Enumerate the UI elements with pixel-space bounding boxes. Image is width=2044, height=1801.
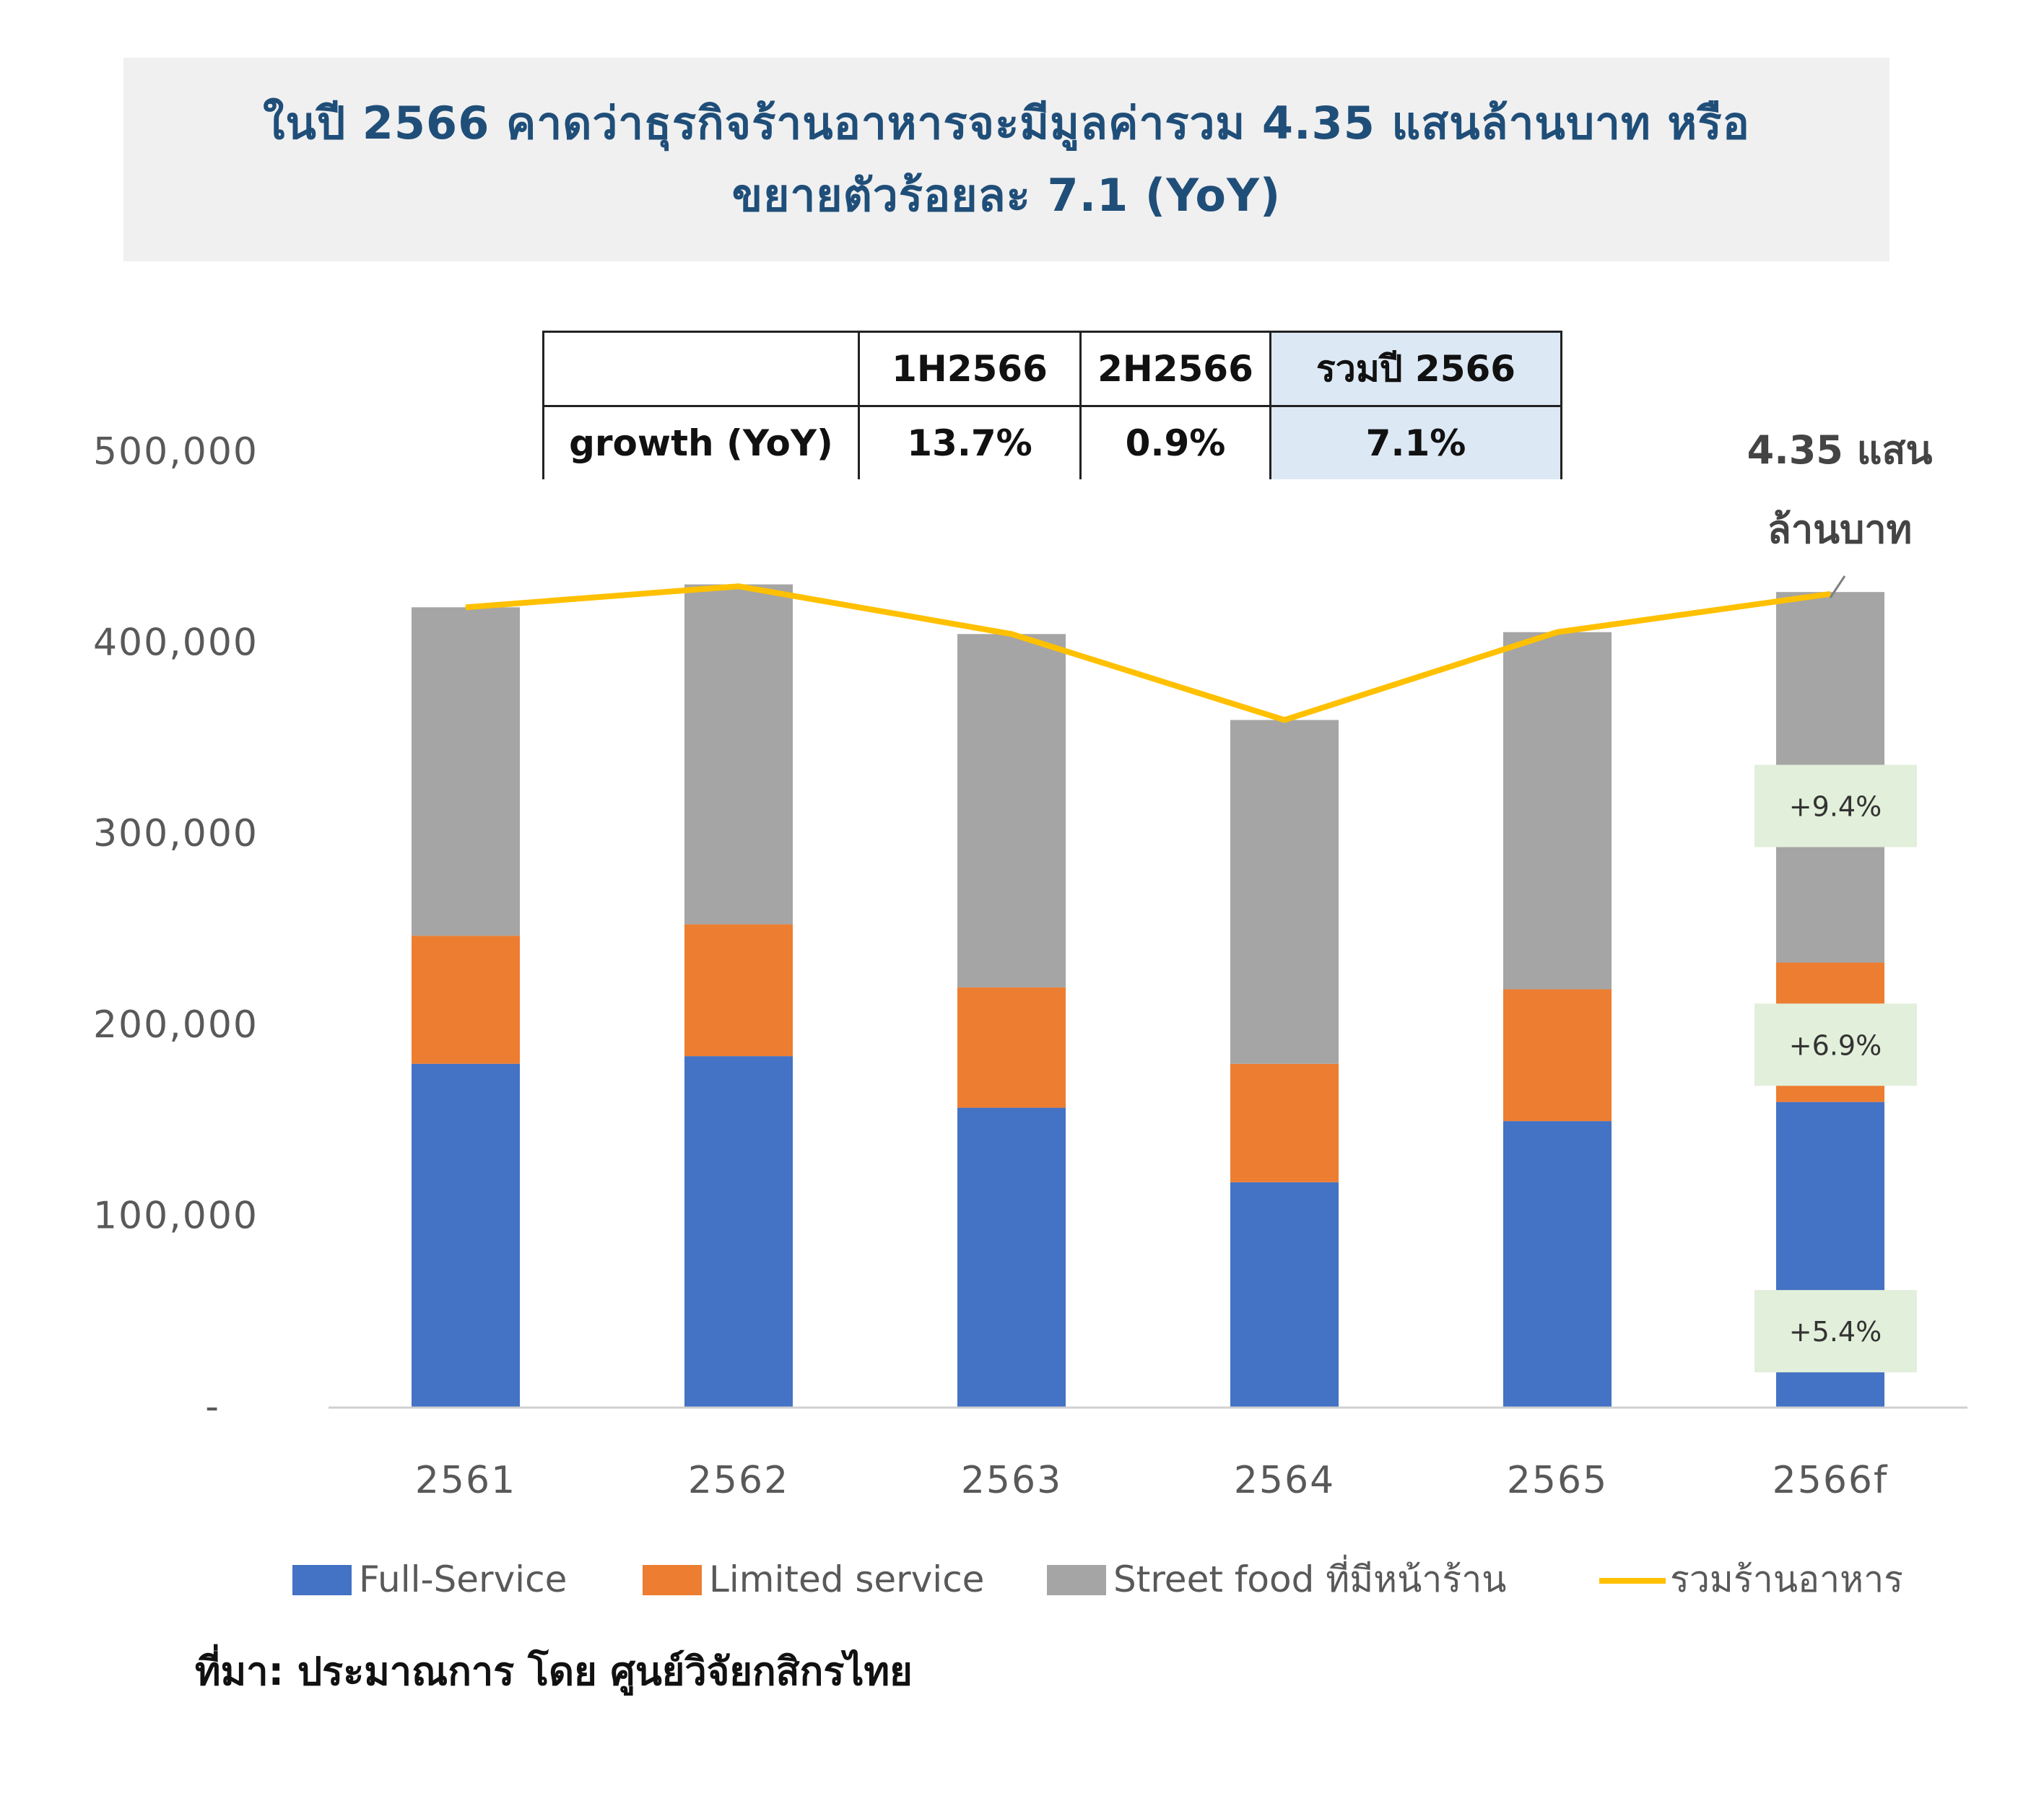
y-tick-label: 100,000 (93, 1194, 258, 1237)
table-header-cell: รวมปี 2566 (1269, 331, 1562, 407)
chart-title-box: ในปี 2566 คาดว่าธุรกิจร้านอาหารจะมีมูลค่… (123, 58, 1889, 261)
growth-label-bg (1754, 1003, 1917, 1086)
growth-label-bg (1754, 764, 1917, 847)
bar-segment-street-food (412, 607, 520, 936)
legend-label: Full-Service (359, 1558, 567, 1600)
chart-title-line-2: ขยายตัวร้อยละ 7.1 (YoY) (731, 169, 1282, 222)
table-header-cell: 1H2566 (858, 331, 1082, 407)
total-line (465, 583, 1831, 723)
x-tick-label: 2566f (1773, 1459, 1889, 1502)
total-line-group (465, 583, 1831, 723)
table-cell: growth (YoY) (542, 405, 860, 479)
bar-segment-street-food (1503, 632, 1612, 990)
x-tick-label: 2561 (415, 1459, 516, 1502)
bar-segment-limited-service (412, 936, 520, 1064)
total-line-point (1011, 633, 1012, 635)
growth-label-group: +9.4% +6.9% +5.4% (1754, 764, 1917, 1373)
total-line-point (1557, 631, 1558, 633)
bar-segment-limited-service (1230, 1063, 1339, 1182)
growth-label-box: +5.4% (1754, 1290, 1917, 1373)
y-tick-label: 400,000 (93, 622, 258, 665)
x-tick-label: 2562 (688, 1459, 789, 1502)
bar-segment-limited-service (684, 924, 793, 1057)
bar-segment-limited-service (1503, 989, 1612, 1122)
annotation-text-line-2: ล้านบาท (1767, 507, 1913, 552)
chart-title-line-1: ในปี 2566 คาดว่าธุรกิจร้านอาหารจะมีมูลค่… (263, 97, 1750, 149)
y-tick-label: 200,000 (93, 1003, 258, 1047)
growth-table-row: growth (YoY) 13.7% 0.9% 7.1% (542, 405, 1562, 479)
bar-segment-full-service (957, 1107, 1066, 1408)
table-cell: 7.1% (1269, 405, 1562, 479)
table-cell: 13.7% (858, 405, 1082, 479)
growth-label-text: +9.4% (1789, 791, 1882, 823)
growth-table: 1H2566 2H2566 รวมปี 2566 growth (YoY) 13… (542, 331, 1562, 479)
x-tick-label: 2563 (961, 1459, 1062, 1502)
growth-label-text: +5.4% (1789, 1316, 1882, 1348)
bar-segment-full-service (1503, 1121, 1612, 1408)
bar-group (412, 584, 1884, 1408)
total-line-point (1830, 593, 1831, 595)
total-line-point (1284, 719, 1285, 721)
source-note: ที่มา: ประมาณการ โดย ศูนย์วิจัยกสิกรไทย (195, 1649, 913, 1694)
legend-label: Limited service (709, 1558, 984, 1600)
bar-segment-full-service (412, 1063, 520, 1408)
growth-label-text: +6.9% (1789, 1029, 1882, 1061)
bar-segment-street-food (957, 634, 1066, 987)
x-axis: 2561 2562 2563 2564 2565 2566f (415, 1459, 1889, 1502)
growth-label-box: +6.9% (1754, 1003, 1917, 1086)
y-tick-label: 500,000 (93, 430, 258, 474)
legend-swatch (292, 1565, 352, 1595)
y-axis: - 100,000 200,000 300,000 400,000 500,000 (93, 430, 258, 1429)
total-line-point (738, 585, 739, 588)
y-tick-label: - (205, 1385, 220, 1429)
growth-table-header-row: 1H2566 2H2566 รวมปี 2566 (542, 331, 1562, 407)
bar-segment-full-service (684, 1056, 793, 1408)
annotation-leader-line (1829, 575, 1846, 598)
legend-swatch (643, 1565, 702, 1595)
bar-segment-full-service (1230, 1182, 1339, 1408)
legend-swatch (1047, 1565, 1106, 1595)
legend-label: Street food ที่มีหน้าร้าน (1113, 1555, 1506, 1600)
table-header-cell: 2H2566 (1079, 331, 1271, 407)
table-header-cell (542, 331, 860, 407)
x-tick-label: 2565 (1507, 1459, 1608, 1502)
growth-label-box: +9.4% (1754, 764, 1917, 847)
legend: Full-Service Limited service Street food ท… (292, 1555, 1903, 1600)
annotation-text-line-1: 4.35 แสน (1747, 427, 1933, 473)
bar-segment-limited-service (957, 987, 1066, 1108)
bar-segment-street-food (1230, 720, 1339, 1064)
growth-label-bg (1754, 1290, 1917, 1373)
legend-label: รวมร้านอาหาร (1670, 1558, 1903, 1600)
total-line-point (465, 606, 466, 609)
x-tick-label: 2564 (1234, 1459, 1335, 1502)
bar-segment-street-food (684, 584, 793, 925)
y-tick-label: 300,000 (93, 812, 258, 855)
table-cell: 0.9% (1079, 405, 1271, 479)
